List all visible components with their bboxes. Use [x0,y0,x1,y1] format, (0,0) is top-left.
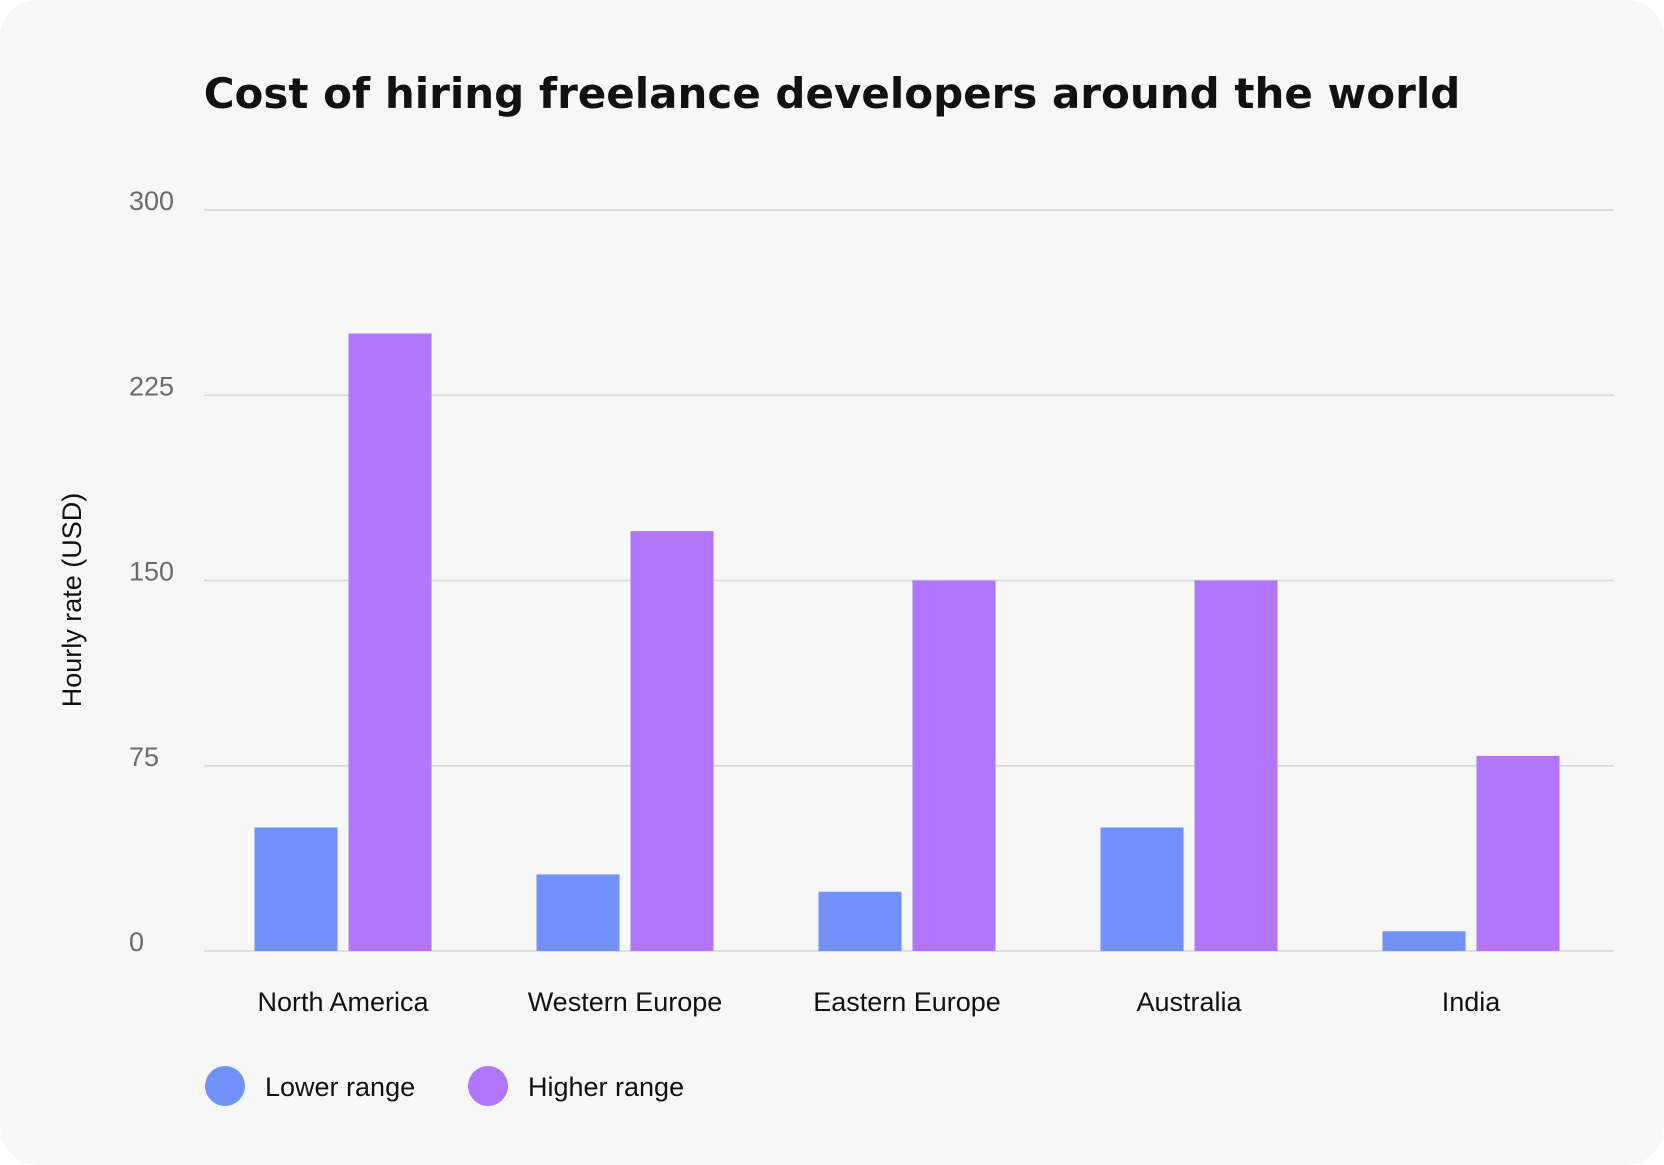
bar-north-america-higher-range [348,333,432,951]
legend-label: Higher range [528,1072,684,1102]
gridlines [204,209,1614,952]
legend-swatch-higher-range [468,1066,508,1106]
bars [254,333,1560,951]
y-tick-label: 150 [129,557,174,587]
bar-australia-higher-range [1194,580,1278,951]
legend: Lower range Higher range [205,1066,684,1106]
y-axis-label: Hourly rate (USD) [57,493,87,708]
bar-eastern-europe-higher-range [912,580,996,951]
bar-western-europe-lower-range [536,874,620,951]
x-tick-label: North America [257,987,429,1017]
x-tick-labels: North America Western Europe Eastern Europ… [257,987,1501,1017]
x-tick-label: India [1442,987,1502,1017]
bar-eastern-europe-lower-range [818,891,902,951]
bar-india-lower-range [1382,931,1466,951]
bar-western-europe-higher-range [630,531,714,951]
y-tick-label: 300 [129,186,174,216]
bar-australia-lower-range [1100,827,1184,951]
y-tick-label: 225 [129,371,174,401]
legend-swatch-lower-range [205,1066,245,1106]
x-tick-label: Eastern Europe [813,987,1001,1017]
chart-title: Cost of hiring freelance developers arou… [204,69,1461,118]
legend-label: Lower range [265,1072,415,1102]
bar-india-higher-range [1476,755,1560,951]
x-tick-label: Australia [1136,987,1242,1017]
y-tick-labels: 0 75 150 225 300 [129,186,174,957]
bar-north-america-lower-range [254,827,338,951]
x-tick-label: Western Europe [528,987,723,1017]
y-tick-label: 0 [129,927,144,957]
y-tick-label: 75 [129,742,159,772]
